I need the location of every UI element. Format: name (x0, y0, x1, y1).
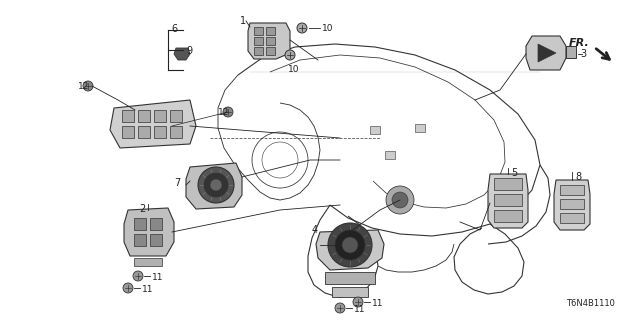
Circle shape (204, 173, 228, 197)
Bar (266, 37, 275, 45)
Text: 6: 6 (171, 24, 177, 34)
Polygon shape (554, 180, 590, 230)
Bar (266, 27, 275, 35)
Text: 11: 11 (372, 299, 383, 308)
Text: 10: 10 (322, 24, 333, 33)
Bar (253, 37, 262, 45)
Text: FR.: FR. (569, 38, 590, 48)
Text: 9: 9 (186, 46, 192, 56)
Circle shape (353, 297, 363, 307)
Text: 12: 12 (78, 82, 90, 91)
Bar (122, 126, 134, 138)
Bar (560, 213, 584, 223)
Text: 12: 12 (218, 108, 229, 117)
Bar (332, 287, 368, 297)
Bar (494, 210, 522, 222)
Circle shape (335, 303, 345, 313)
Bar (154, 110, 166, 122)
Bar (370, 126, 380, 134)
Bar (494, 194, 522, 206)
Text: 2: 2 (139, 204, 145, 214)
Polygon shape (186, 163, 242, 209)
Bar (134, 258, 162, 266)
Text: 1: 1 (240, 16, 246, 26)
Polygon shape (566, 46, 576, 58)
Bar (138, 110, 150, 122)
Bar (385, 151, 395, 159)
Text: 11: 11 (142, 285, 154, 294)
Text: 11: 11 (152, 273, 163, 282)
Polygon shape (174, 48, 190, 60)
Polygon shape (538, 44, 556, 62)
Circle shape (133, 271, 143, 281)
Circle shape (392, 192, 408, 208)
Bar (134, 218, 146, 230)
Polygon shape (124, 208, 174, 256)
Circle shape (386, 186, 414, 214)
Circle shape (210, 179, 222, 191)
Bar (415, 124, 425, 132)
Bar (170, 110, 182, 122)
Circle shape (198, 167, 234, 203)
Circle shape (223, 107, 233, 117)
Bar (494, 178, 522, 190)
Bar (150, 218, 162, 230)
Bar (560, 185, 584, 195)
Bar (560, 199, 584, 209)
Polygon shape (316, 230, 384, 270)
Bar (266, 47, 275, 55)
Bar (138, 126, 150, 138)
Polygon shape (248, 23, 290, 59)
Circle shape (342, 237, 358, 253)
Polygon shape (526, 36, 566, 70)
Circle shape (123, 283, 133, 293)
Text: 10: 10 (288, 65, 300, 74)
Bar (170, 126, 182, 138)
FancyArrowPatch shape (596, 49, 609, 59)
Bar (325, 272, 375, 284)
Text: 11: 11 (354, 305, 365, 314)
Text: 5: 5 (511, 168, 517, 178)
Bar (150, 234, 162, 246)
Text: 3: 3 (580, 49, 586, 59)
Text: 8: 8 (575, 172, 581, 182)
Bar (253, 27, 262, 35)
Polygon shape (110, 100, 196, 148)
Circle shape (328, 223, 372, 267)
Bar (122, 110, 134, 122)
Bar (154, 126, 166, 138)
Text: 4: 4 (312, 225, 318, 235)
Circle shape (285, 50, 295, 60)
Polygon shape (488, 174, 528, 228)
Bar (253, 47, 262, 55)
Circle shape (297, 23, 307, 33)
Text: 7: 7 (174, 178, 180, 188)
Circle shape (83, 81, 93, 91)
Text: T6N4B1110: T6N4B1110 (566, 299, 615, 308)
Bar (134, 234, 146, 246)
Circle shape (335, 230, 365, 260)
